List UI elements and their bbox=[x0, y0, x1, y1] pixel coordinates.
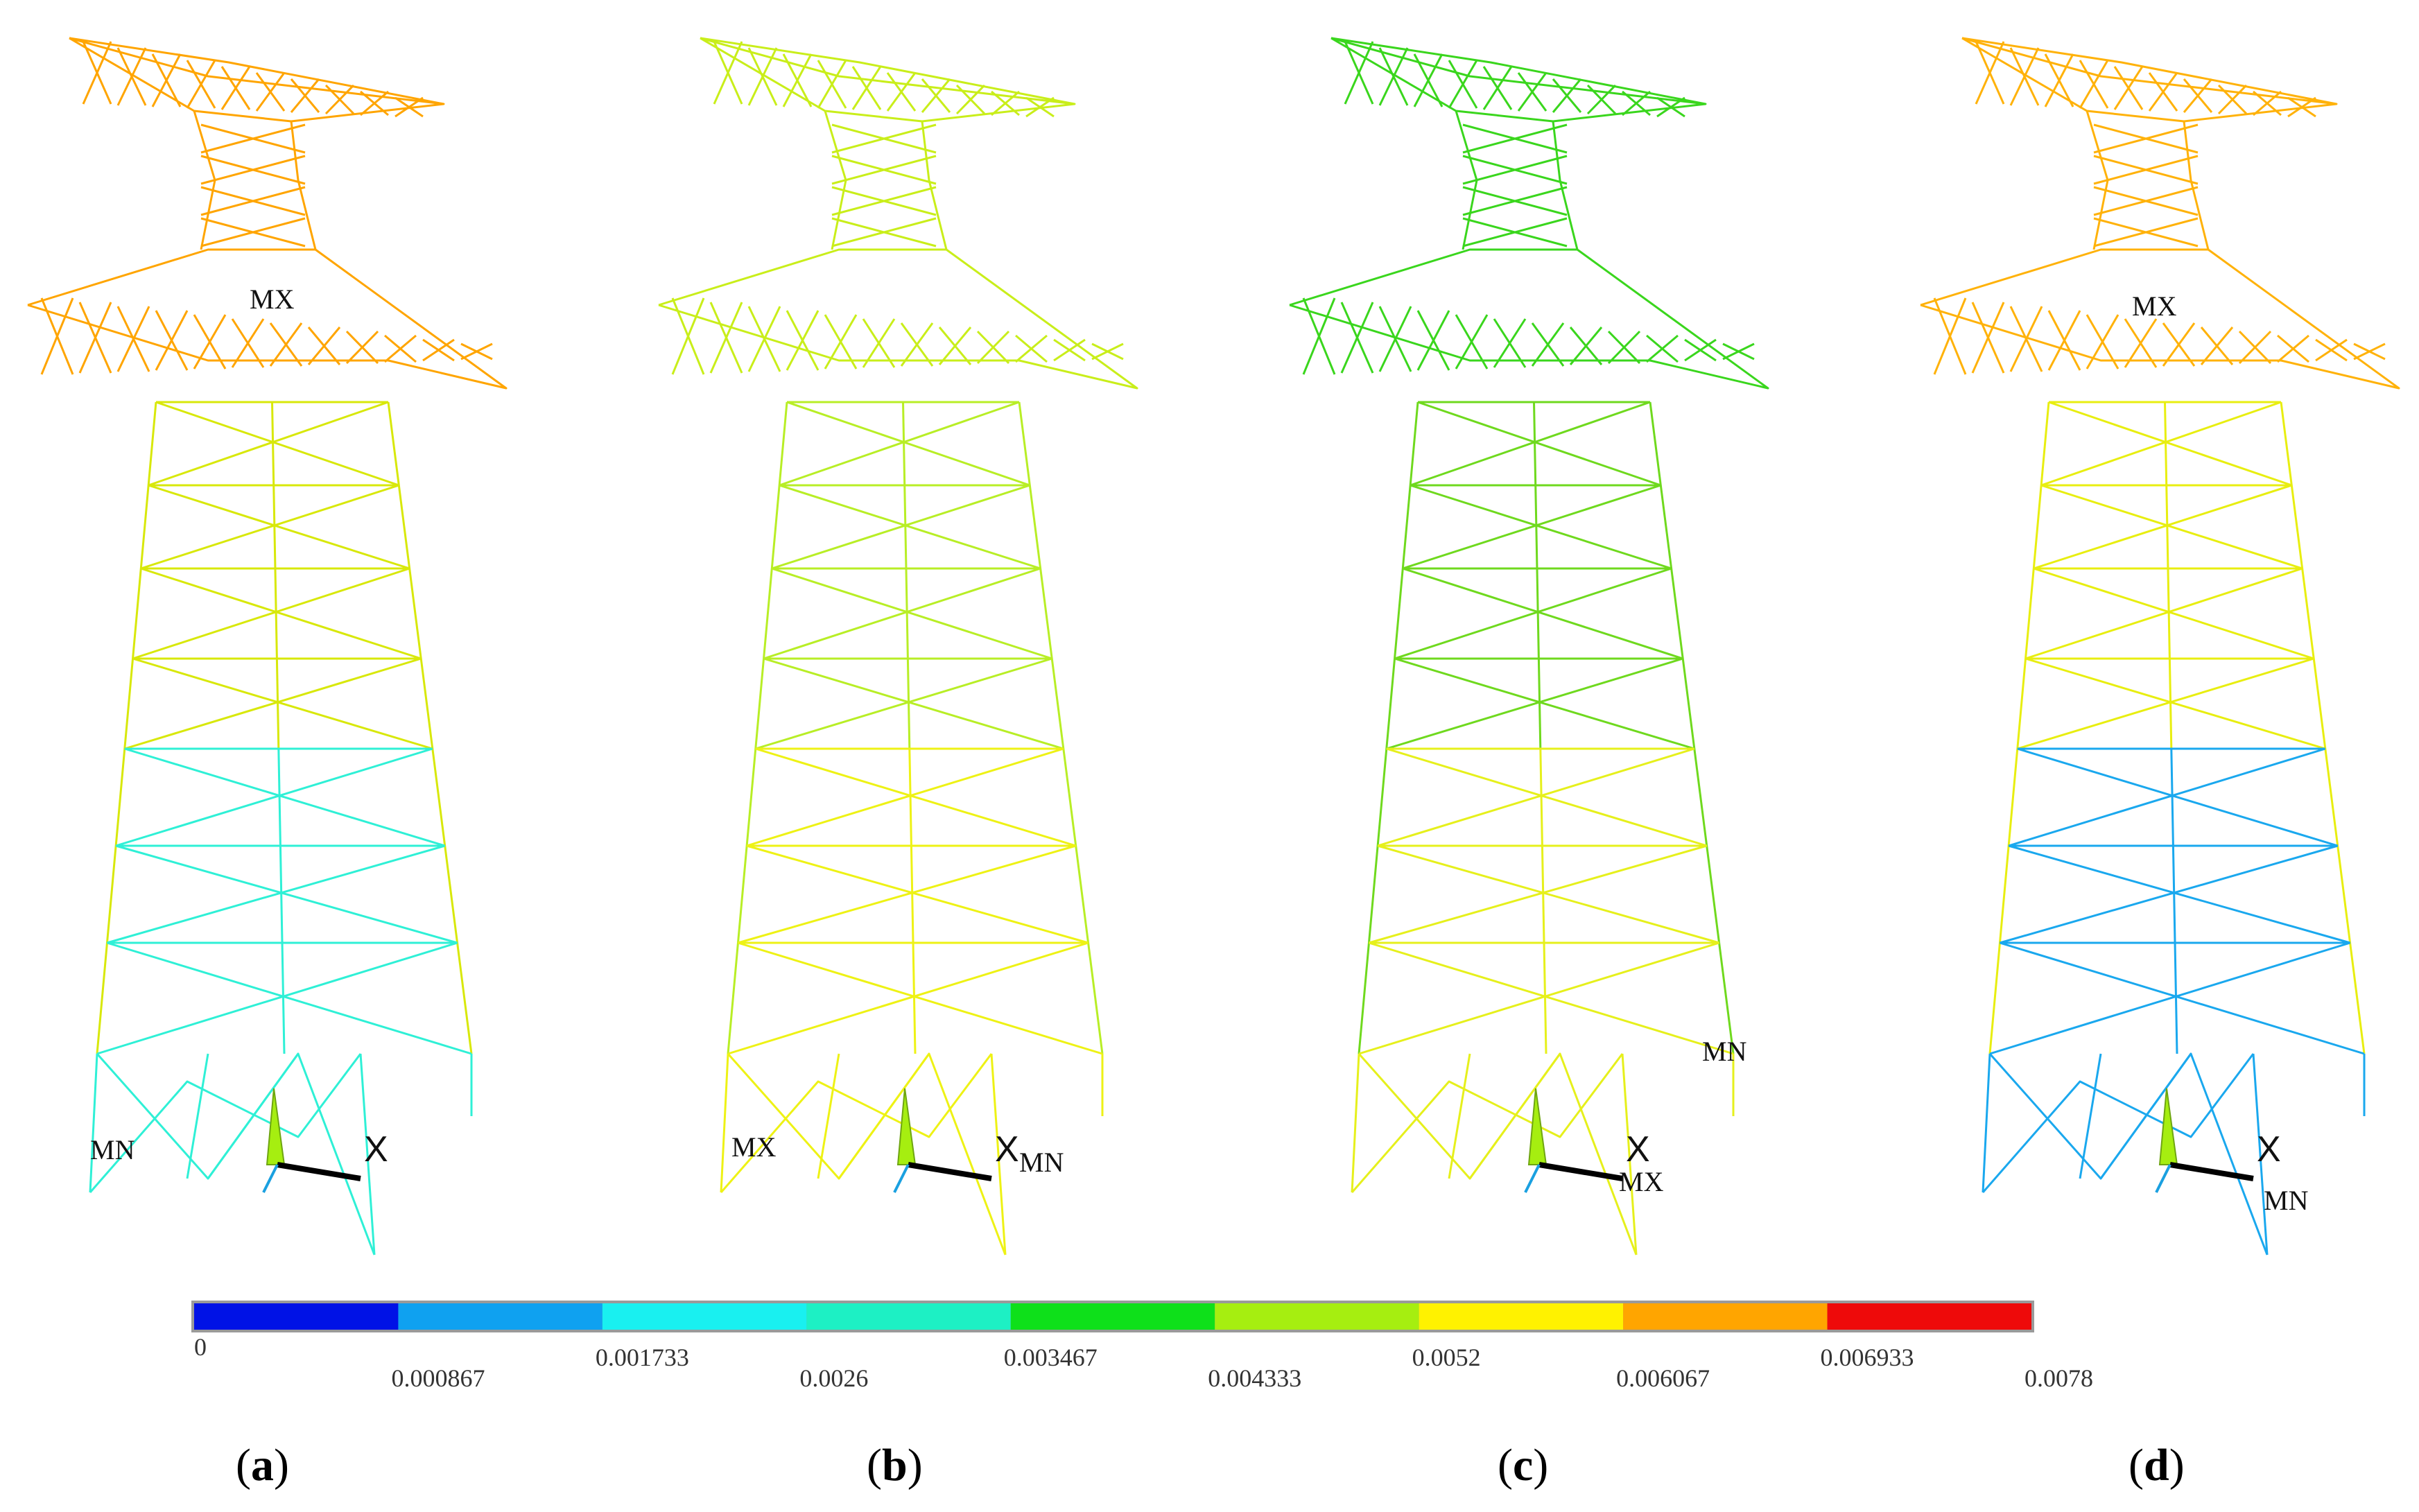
legend-swatch bbox=[1419, 1303, 1624, 1330]
legend-swatch bbox=[1010, 1303, 1215, 1330]
panel-label: (b) bbox=[867, 1440, 923, 1491]
coordinate-triad: X bbox=[893, 1088, 1019, 1193]
marker-mn: MN bbox=[1702, 1036, 1746, 1067]
panel-label: (a) bbox=[236, 1440, 289, 1491]
legend-swatch bbox=[806, 1303, 1011, 1330]
tower-wireframe bbox=[1920, 37, 2400, 1255]
tower-panel-d: X MX MN (d) bbox=[1920, 37, 2400, 1491]
coordinate-triad: X bbox=[2155, 1088, 2281, 1193]
x-axis-letter: X bbox=[2257, 1129, 2281, 1170]
panel-label: (c) bbox=[1498, 1440, 1548, 1491]
legend-tick-label: 0 bbox=[194, 1333, 207, 1361]
legend-swatch bbox=[1215, 1303, 1419, 1330]
marker-mx: MX bbox=[1619, 1166, 1664, 1197]
legend-tick-label: 0.0078 bbox=[2024, 1364, 2093, 1392]
marker-mx: MX bbox=[250, 284, 295, 315]
legend-tick-label: 0.0026 bbox=[799, 1364, 868, 1392]
color-legend: 0 0.000867 0.001733 0.0026 0.003467 0.004333 0… bbox=[191, 1301, 2093, 1392]
tower-panel-c: X MN MX (c) bbox=[1289, 37, 1769, 1491]
tower-wireframe bbox=[27, 37, 508, 1255]
x-axis-letter: X bbox=[364, 1129, 388, 1170]
legend-tick-label: 0.006067 bbox=[1616, 1364, 1710, 1392]
coordinate-triad: X bbox=[1524, 1088, 1650, 1193]
legend-tick-label: 0.000867 bbox=[391, 1364, 485, 1392]
marker-mn: MN bbox=[2264, 1185, 2308, 1216]
tower-panel-a: X MX MN (a) bbox=[27, 37, 508, 1491]
legend-swatch bbox=[398, 1303, 602, 1330]
legend-swatch bbox=[1827, 1303, 2031, 1330]
marker-mn: MN bbox=[1019, 1147, 1064, 1178]
x-axis-letter: X bbox=[1626, 1129, 1650, 1170]
tower-wireframe bbox=[1289, 37, 1769, 1255]
legend-swatch bbox=[194, 1303, 399, 1330]
legend-tick-label: 0.006933 bbox=[1821, 1344, 1914, 1371]
legend-tick-label: 0.001733 bbox=[596, 1344, 689, 1371]
legend-tick-label: 0.0052 bbox=[1412, 1344, 1481, 1371]
legend-tick-label: 0.004333 bbox=[1208, 1364, 1301, 1392]
legend-swatch bbox=[602, 1303, 807, 1330]
marker-mn: MN bbox=[90, 1134, 135, 1165]
coordinate-triad: X bbox=[262, 1088, 388, 1193]
x-axis-letter: X bbox=[995, 1129, 1019, 1170]
tower-wireframe bbox=[658, 37, 1138, 1255]
legend-swatch bbox=[1623, 1303, 1828, 1330]
legend-tick-label: 0.003467 bbox=[1004, 1344, 1098, 1371]
marker-mx: MX bbox=[2132, 290, 2177, 322]
marker-mx: MX bbox=[731, 1131, 777, 1163]
panel-label: (d) bbox=[2128, 1440, 2185, 1491]
tower-panel-b: X MX MN (b) bbox=[658, 37, 1138, 1491]
